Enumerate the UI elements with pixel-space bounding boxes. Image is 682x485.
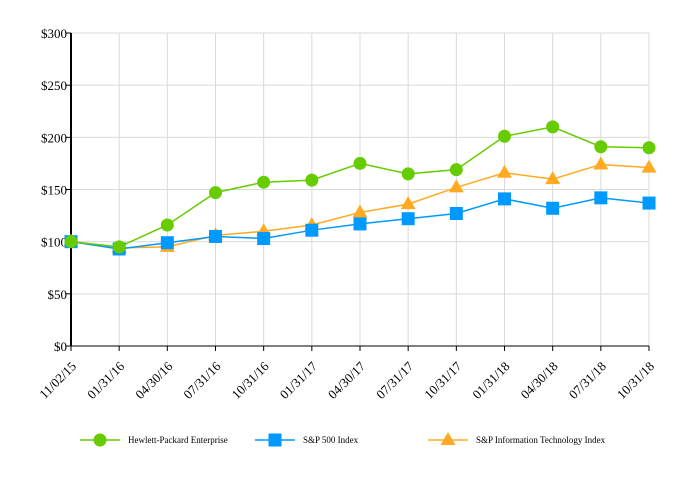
data-point-triangle <box>545 171 561 185</box>
data-point-circle <box>546 120 560 134</box>
data-point-circle <box>353 156 367 170</box>
data-point-square <box>209 229 222 243</box>
x-tick-label: 07/31/18 <box>566 359 609 402</box>
data-point-triangle <box>448 179 464 193</box>
data-point-circle <box>112 240 126 254</box>
x-tick-label: 04/30/18 <box>517 359 560 402</box>
data-point-square <box>449 206 463 220</box>
y-tick-label: $200 <box>41 130 67 145</box>
data-point-triangle <box>400 196 416 210</box>
data-point-square <box>594 191 608 205</box>
data-point-square <box>160 236 174 250</box>
data-point-circle <box>257 175 271 189</box>
data-point-circle <box>209 186 222 200</box>
x-tick-label: 10/31/18 <box>614 359 657 402</box>
y-tick-label: $250 <box>41 78 67 93</box>
y-tick-label: $0 <box>54 339 67 354</box>
data-point-circle <box>498 129 511 143</box>
data-point-triangle <box>641 159 657 173</box>
data-point-circle <box>449 163 463 177</box>
data-point-triangle <box>352 204 368 218</box>
legend-label: Hewlett-Packard Enterprise <box>128 435 228 445</box>
x-tick-label: 07/31/16 <box>180 358 224 402</box>
x-tick-label: 10/31/16 <box>228 358 272 402</box>
data-point-square <box>642 196 656 210</box>
data-point-triangle <box>593 156 609 170</box>
y-tick-label: $100 <box>41 235 67 250</box>
x-tick-label: 01/31/16 <box>84 358 128 402</box>
y-tick-label: $300 <box>41 26 67 41</box>
data-point-square <box>353 217 367 231</box>
x-tick-label: 01/31/17 <box>277 358 321 402</box>
data-point-square <box>498 192 511 206</box>
legend-marker-triangle <box>440 432 456 445</box>
x-tick-label: 07/31/17 <box>373 358 417 402</box>
x-tick-label: 04/30/16 <box>132 358 176 402</box>
data-point-square <box>401 212 415 226</box>
legend-marker-circle <box>93 433 107 447</box>
data-point-circle <box>401 167 415 181</box>
y-tick-label: $150 <box>41 183 67 198</box>
legend-label: S&P Information Technology Index <box>476 435 606 445</box>
x-tick-label: 04/30/17 <box>325 358 369 402</box>
data-point-triangle <box>497 164 512 178</box>
data-point-square <box>305 223 319 237</box>
data-point-circle <box>160 218 174 232</box>
data-point-circle <box>594 140 608 154</box>
legend-marker-square <box>268 433 282 447</box>
data-point-circle <box>64 235 78 249</box>
data-point-square <box>257 232 271 246</box>
x-tick-label: 11/02/15 <box>36 359 79 402</box>
data-point-circle <box>642 141 656 155</box>
y-tick-label: $50 <box>48 287 68 302</box>
data-point-square <box>546 201 560 215</box>
data-point-circle <box>305 173 319 187</box>
x-tick-label: 10/31/17 <box>421 358 465 402</box>
legend-label: S&P 500 Index <box>303 435 359 445</box>
x-tick-label: 01/31/18 <box>469 359 512 402</box>
